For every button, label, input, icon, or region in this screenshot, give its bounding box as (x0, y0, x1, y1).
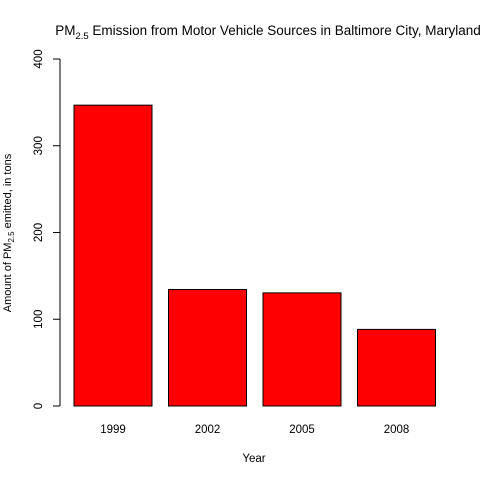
chart-title: PM2.5 Emission from Motor Vehicle Source… (55, 23, 480, 42)
x-tick-label-1999: 1999 (100, 424, 126, 436)
bar-2008 (357, 328, 436, 407)
y-tick-label-300: 300 (33, 136, 45, 155)
x-tick-label-2008: 2008 (384, 424, 410, 436)
chart-title-subscript: 2.5 (75, 31, 88, 42)
bar-2002 (168, 288, 247, 407)
chart-title-prefix: PM (55, 23, 75, 38)
y-axis-label-suffix: emitted, in tons (2, 153, 14, 231)
y-tick-label-200: 200 (33, 223, 45, 242)
y-axis-label-subscript: 2.5 (7, 231, 16, 243)
y-tick-label-400: 400 (33, 49, 45, 68)
x-tick-label-2005: 2005 (289, 424, 315, 436)
bars (73, 104, 436, 407)
bar-1999 (73, 104, 153, 407)
y-axis-label-prefix: Amount of PM (2, 243, 14, 313)
y-axis-label: Amount of PM2.5 emitted, in tons (2, 153, 16, 312)
bar-2005 (262, 292, 342, 407)
x-tick-labels: 1999 2002 2005 2008 (100, 424, 409, 436)
x-axis-label: Year (242, 453, 265, 465)
y-tick-label-0: 0 (33, 403, 45, 409)
chart-title-suffix: Emission from Motor Vehicle Sources in B… (89, 23, 480, 38)
y-tick-label-100: 100 (33, 310, 45, 329)
y-axis: 0 100 200 300 400 (33, 49, 61, 409)
x-tick-label-2002: 2002 (195, 424, 221, 436)
